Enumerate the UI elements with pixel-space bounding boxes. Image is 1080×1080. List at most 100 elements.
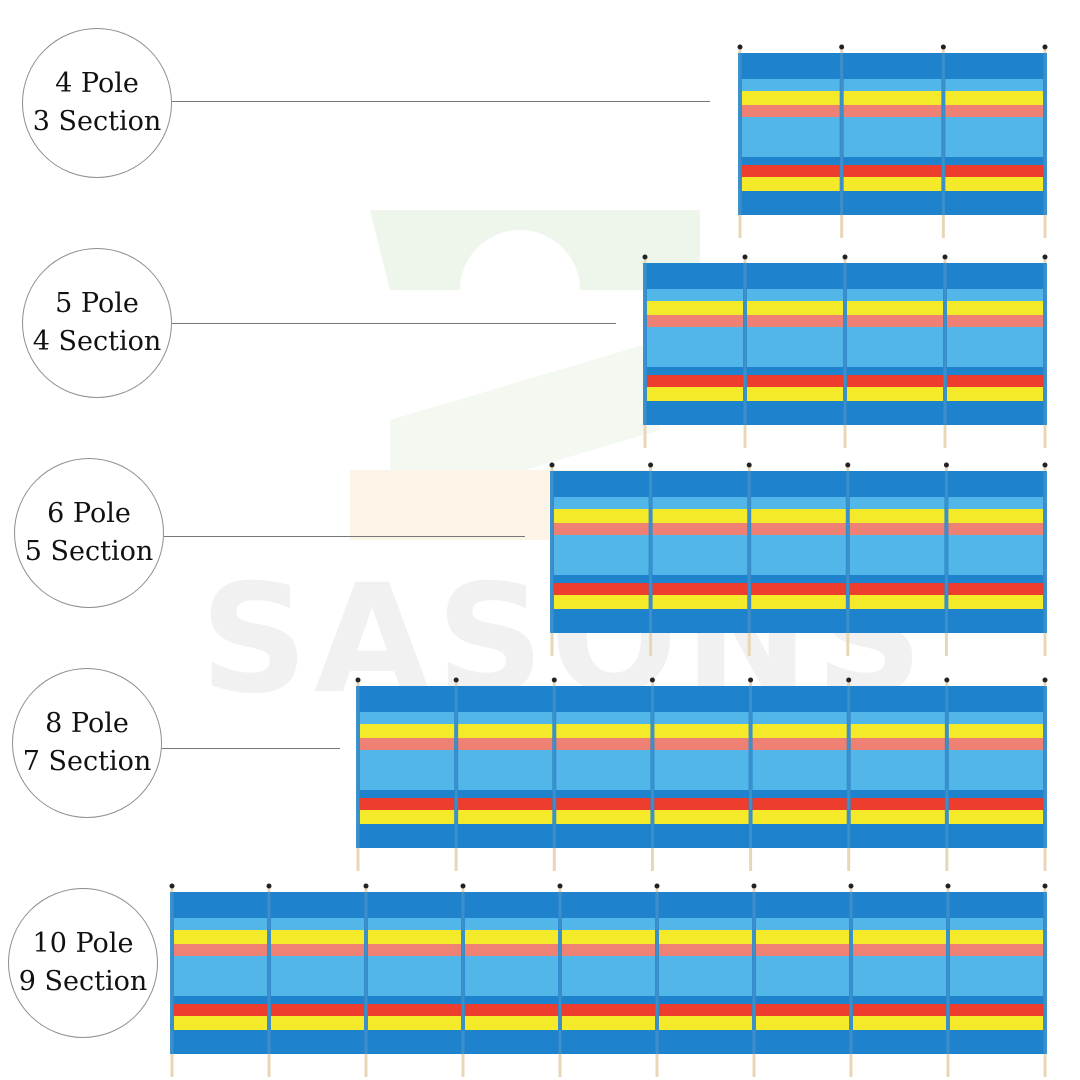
pole-sleeve (743, 263, 747, 425)
fabric-stripe (172, 1030, 1045, 1054)
variant-label-circle: 5 Pole 4 Section (22, 248, 172, 398)
fabric-stripe (552, 509, 1045, 523)
fabric-stripe (358, 712, 1045, 724)
pole-sleeve (1043, 263, 1047, 425)
fabric-stripe (358, 738, 1045, 750)
fabric-stripe (172, 930, 1045, 944)
fabric-stripe (172, 918, 1045, 930)
fabric-stripe (740, 157, 1045, 165)
pole-sleeve (550, 471, 554, 633)
pole-sleeve (747, 471, 752, 633)
pole-cap (649, 677, 655, 683)
fabric-stripe (740, 165, 1045, 177)
pole-cap (1042, 883, 1048, 889)
variant-label-circle: 4 Pole 3 Section (22, 28, 172, 178)
pole-cap (846, 677, 852, 683)
variant-label-circle: 8 Pole 7 Section (12, 668, 162, 818)
pole-sleeve (845, 471, 850, 633)
fabric-stripe (358, 798, 1045, 810)
fabric-stripe (172, 1016, 1045, 1030)
pole-sleeve (944, 471, 949, 633)
windbreak-fence (549, 462, 1048, 656)
pole-sleeve (655, 892, 659, 1054)
pole-sleeve (943, 263, 947, 425)
pole-cap (839, 44, 845, 50)
leader-line (172, 101, 710, 102)
section-count-label: 7 Section (22, 746, 152, 777)
pole-cap (1042, 462, 1048, 468)
fabric-stripe (740, 117, 1045, 157)
section-count-label: 3 Section (32, 106, 162, 137)
section-count-label: 4 Section (32, 326, 162, 357)
variant-label-circle: 10 Pole 9 Section (8, 888, 158, 1038)
pole-count-label: 10 Pole (32, 928, 134, 959)
pole-sleeve (454, 686, 459, 848)
fabric-stripe (358, 686, 1045, 712)
pole-cap (748, 677, 754, 683)
fabric-stripe (172, 1004, 1045, 1016)
pole-sleeve (650, 686, 655, 848)
fabric-stripe (552, 471, 1045, 497)
pole-sleeve (849, 892, 853, 1054)
fabric-stripe (552, 595, 1045, 609)
pole-count-label: 4 Pole (55, 68, 139, 99)
pole-sleeve (738, 53, 742, 215)
fabric-stripe (172, 944, 1045, 956)
leader-line (162, 748, 340, 749)
pole-sleeve (1043, 892, 1047, 1054)
fabric-stripe (740, 53, 1045, 79)
pole-cap (169, 883, 175, 889)
pole-sleeve (846, 686, 851, 848)
pole-cap (742, 254, 748, 260)
fabric-stripe (358, 824, 1045, 848)
pole-sleeve (1043, 686, 1047, 848)
fabric-stripe (740, 91, 1045, 105)
fabric-stripe (358, 750, 1045, 790)
pole-sleeve (170, 892, 174, 1054)
leader-line (164, 536, 525, 537)
pole-cap (1042, 677, 1048, 683)
pole-cap (460, 883, 466, 889)
fabric-stripe (552, 609, 1045, 633)
pole-count-label: 8 Pole (45, 708, 129, 739)
fabric-stripe (552, 523, 1045, 535)
pole-cap (363, 883, 369, 889)
pole-cap (944, 677, 950, 683)
fabric-stripe (740, 191, 1045, 215)
pole-cap (746, 462, 752, 468)
pole-cap (549, 462, 555, 468)
fabric-stripe (358, 810, 1045, 824)
pole-sleeve (1043, 53, 1047, 215)
pole-sleeve (944, 686, 949, 848)
pole-cap (648, 462, 654, 468)
pole-count-label: 6 Pole (47, 498, 131, 529)
fabric-stripe (740, 177, 1045, 191)
pole-sleeve (1043, 471, 1047, 633)
section-count-label: 9 Section (18, 966, 148, 997)
pole-cap (1042, 254, 1048, 260)
fabric-stripe (358, 790, 1045, 798)
pole-cap (551, 677, 557, 683)
pole-cap (943, 462, 949, 468)
windbreak-fence (355, 677, 1048, 871)
fabric-stripe (740, 105, 1045, 117)
pole-sleeve (946, 892, 950, 1054)
variant-label-circle: 6 Pole 5 Section (14, 458, 164, 608)
pole-sleeve (267, 892, 271, 1054)
pole-cap (751, 883, 757, 889)
pole-sleeve (748, 686, 753, 848)
pole-sleeve (356, 686, 360, 848)
pole-cap (642, 254, 648, 260)
pole-cap (453, 677, 459, 683)
section-count-label: 5 Section (24, 536, 154, 567)
pole-sleeve (752, 892, 756, 1054)
leader-line (172, 323, 616, 324)
pole-cap (557, 883, 563, 889)
fabric-stripe (358, 724, 1045, 738)
fabric-stripe (172, 892, 1045, 918)
pole-cap (842, 254, 848, 260)
fabric-stripe (552, 583, 1045, 595)
pole-cap (737, 44, 743, 50)
pole-sleeve (839, 53, 844, 215)
fabric-stripe (740, 79, 1045, 91)
